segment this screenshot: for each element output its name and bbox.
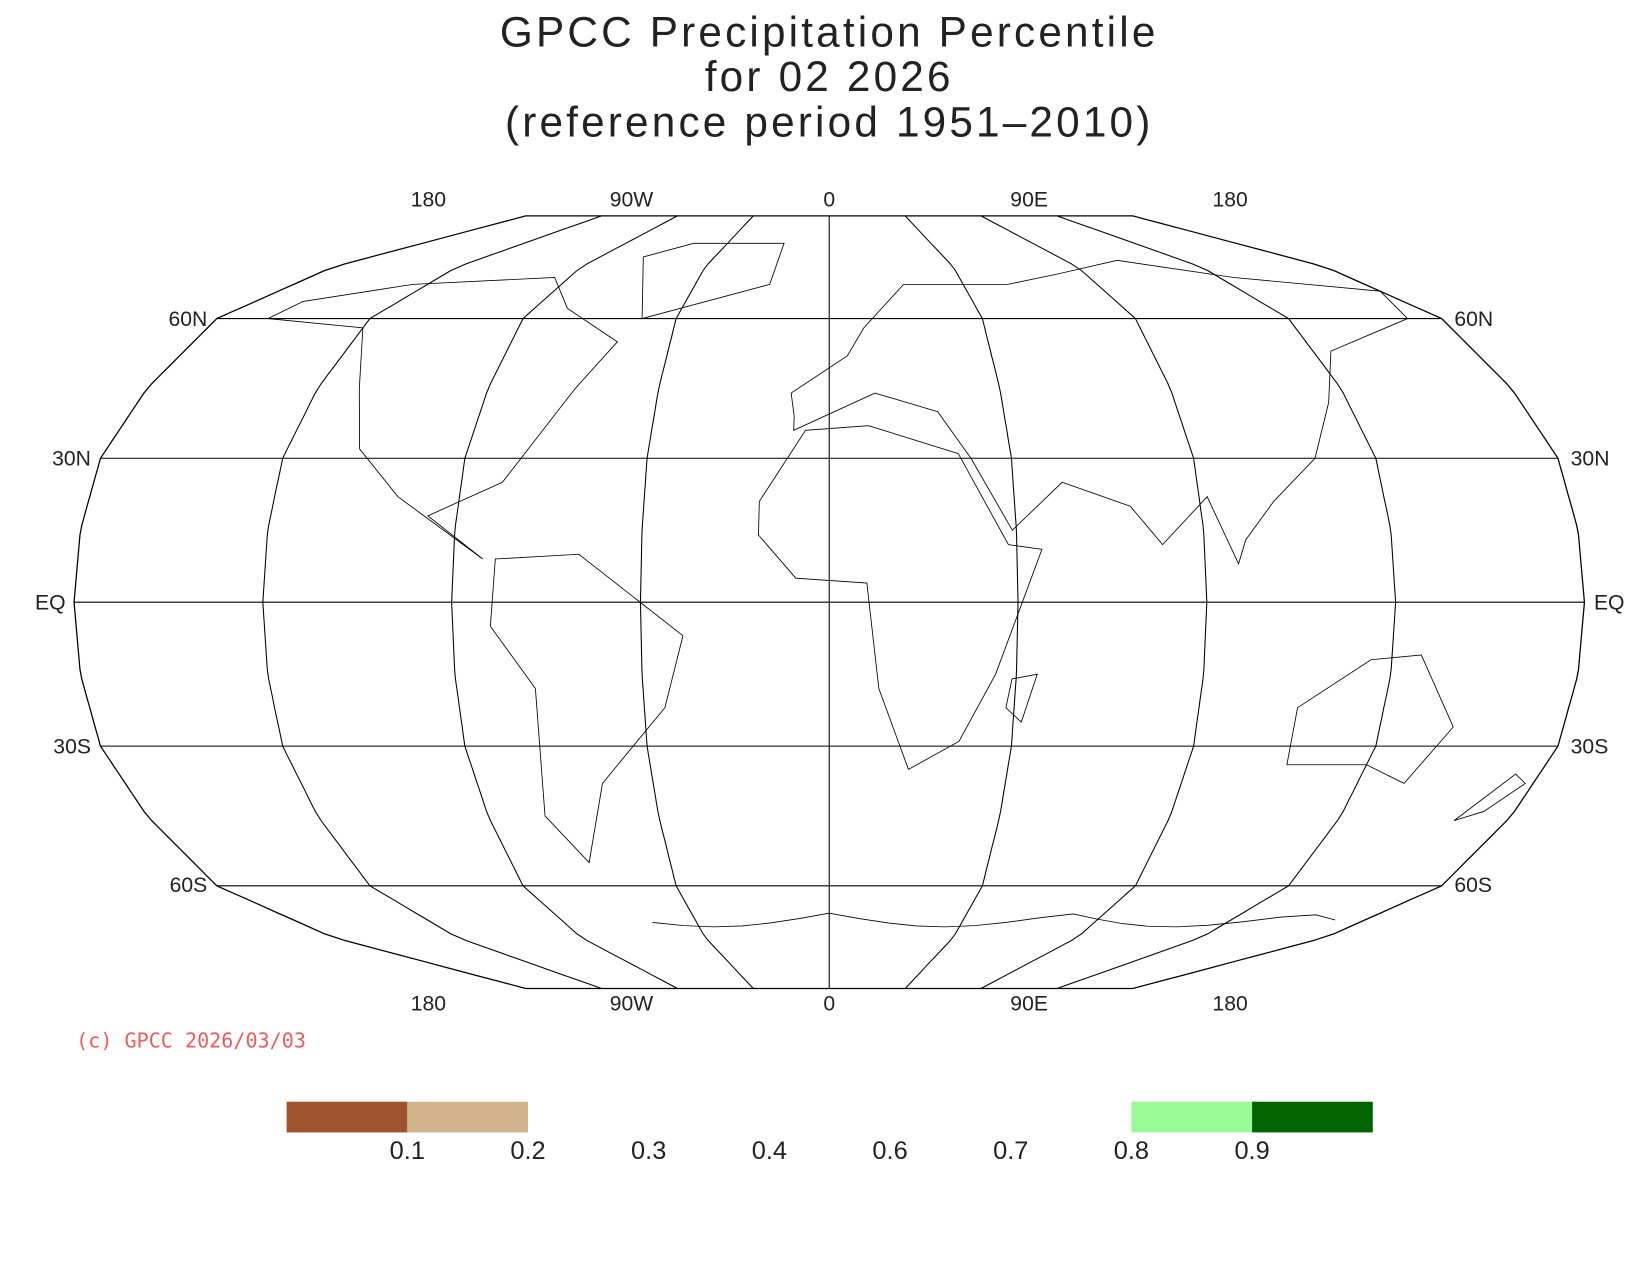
colorbar: 0.1 0.2 0.3 0.4 0.6 0.7 0.8 0.9 (286, 1101, 1373, 1165)
meridian (980, 215, 1208, 989)
lon-label: 90E (1010, 188, 1048, 211)
lat-label: 60S (170, 874, 208, 897)
coastline (790, 259, 1409, 565)
coastline (1453, 773, 1526, 822)
colorbar-label: 0.8 (1114, 1137, 1149, 1165)
lon-label: 180 (411, 188, 446, 211)
lon-label: 0 (823, 993, 835, 1016)
title-line: (reference period 1951–2010) (505, 99, 1154, 146)
lon-label: 90W (610, 993, 654, 1016)
colorbar-label: 0.1 (390, 1137, 425, 1165)
coastline (266, 277, 619, 560)
lon-label: 90W (610, 188, 654, 211)
meridian (904, 215, 1019, 989)
lat-label: EQ (35, 592, 66, 615)
meridian (451, 215, 678, 989)
colorbar-label: 0.6 (872, 1137, 907, 1165)
lat-label: 30N (1571, 448, 1610, 471)
coastline (641, 242, 785, 320)
colorbar-label: 0.7 (993, 1137, 1028, 1165)
meridian (1056, 215, 1397, 989)
coastline (1286, 654, 1454, 784)
coastline (652, 912, 1336, 928)
lat-label: 30S (53, 736, 91, 759)
map: 180 180 90W 90W 0 0 90E 90E 180 180 60N 60N 30N 30N EQ… (35, 188, 1625, 1015)
colorbar-box (1131, 1101, 1253, 1133)
coastline (489, 553, 684, 864)
credit: (c) GPCC 2026/03/03 (76, 1029, 306, 1053)
lon-label: 180 (1212, 188, 1247, 211)
colorbar-label: 0.4 (752, 1137, 787, 1165)
colorbar-box (1252, 1101, 1373, 1133)
meridian (262, 215, 602, 989)
lat-label: 60N (169, 308, 208, 331)
lat-label: 60N (1454, 308, 1493, 331)
title-line: for 02 2026 (705, 53, 954, 100)
lat-label: EQ (1594, 592, 1625, 615)
colorbar-box (407, 1101, 528, 1133)
coastline (758, 425, 1043, 771)
lon-label: 180 (1212, 993, 1247, 1016)
map-outline (73, 215, 1586, 990)
lon-label: 180 (411, 993, 446, 1016)
colorbar-label: 0.2 (510, 1137, 545, 1165)
lon-label: 0 (823, 188, 835, 211)
lat-label: 60S (1454, 874, 1492, 897)
colorbar-label: 0.9 (1234, 1137, 1269, 1165)
colorbar-label: 0.3 (631, 1137, 666, 1165)
lat-label: 30N (52, 448, 91, 471)
lat-label: 30S (1571, 736, 1609, 759)
colorbar-box (286, 1101, 408, 1133)
coastline (1005, 673, 1038, 723)
title-line: GPCC Precipitation Percentile (500, 9, 1159, 56)
lon-label: 90E (1010, 993, 1048, 1016)
